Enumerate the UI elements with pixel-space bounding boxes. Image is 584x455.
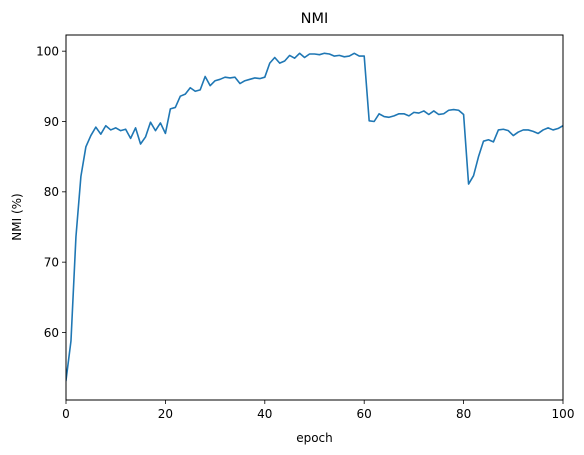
y-axis: 60 70 80 90 100 — [36, 44, 66, 340]
y-tick-label: 60 — [44, 326, 59, 340]
x-axis: 0 20 40 60 80 100 — [62, 400, 574, 421]
chart-title: NMI — [301, 11, 329, 27]
y-axis-label: NMI (%) — [10, 193, 24, 240]
y-tick-label: 80 — [44, 185, 59, 199]
y-tick-label: 100 — [36, 44, 59, 58]
x-axis-label: epoch — [296, 431, 333, 445]
x-tick-label: 100 — [552, 407, 575, 421]
plot-area — [66, 52, 563, 382]
x-tick-label: 20 — [158, 407, 173, 421]
x-tick-label: 60 — [357, 407, 372, 421]
x-tick-label: 40 — [257, 407, 272, 421]
plot-frame — [65, 34, 564, 401]
y-tick-label: 70 — [44, 255, 59, 269]
x-tick-label: 80 — [456, 407, 471, 421]
x-tick-label: 0 — [62, 407, 70, 421]
series-line-0 — [66, 52, 563, 382]
y-tick-label: 90 — [44, 115, 59, 129]
